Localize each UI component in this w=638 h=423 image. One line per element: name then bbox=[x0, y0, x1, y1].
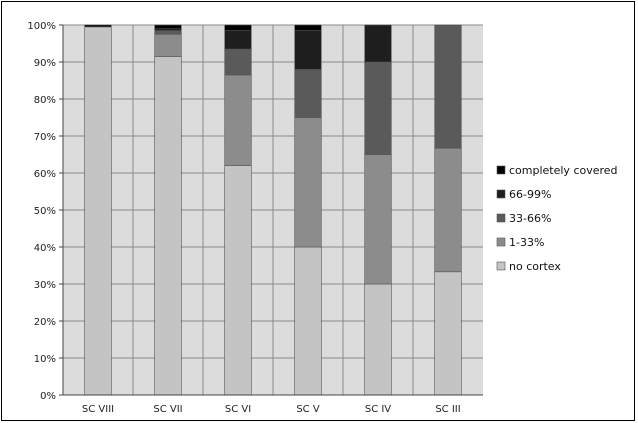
legend-swatch bbox=[496, 237, 506, 247]
bar-segment bbox=[224, 24, 252, 31]
bar-segment bbox=[84, 24, 112, 28]
bar-segment bbox=[434, 147, 462, 273]
bar-segment bbox=[294, 246, 322, 396]
legend-swatch bbox=[496, 261, 506, 271]
legend-swatch bbox=[496, 213, 506, 223]
legend-swatch bbox=[496, 189, 506, 199]
legend-label: 33-66% bbox=[509, 212, 551, 225]
bar-segment bbox=[364, 61, 392, 155]
y-tick-label: 80% bbox=[34, 95, 56, 106]
y-tick-label: 100% bbox=[27, 21, 56, 32]
bar-segment bbox=[364, 24, 392, 63]
bar-segment bbox=[294, 117, 322, 248]
y-tick-label: 30% bbox=[34, 280, 56, 291]
y-tick-label: 0% bbox=[40, 391, 56, 402]
x-tick-label: SC VI bbox=[225, 404, 251, 415]
bar-segment bbox=[224, 48, 252, 76]
legend-label: 1-33% bbox=[509, 236, 544, 249]
y-tick-label: 10% bbox=[34, 354, 56, 365]
bar-segment bbox=[434, 271, 462, 396]
x-tick-label: SC VIII bbox=[82, 404, 114, 415]
x-tick-label: SC V bbox=[296, 404, 320, 415]
y-tick-label: 40% bbox=[34, 243, 56, 254]
legend-label: no cortex bbox=[509, 260, 561, 273]
bar-segment bbox=[294, 24, 322, 31]
bar-segment bbox=[294, 30, 322, 70]
legend-label: completely covered bbox=[509, 164, 618, 177]
bar-segment bbox=[364, 154, 392, 285]
bar-segment bbox=[154, 30, 182, 35]
y-tick-label: 90% bbox=[34, 58, 56, 69]
legend-swatch bbox=[496, 165, 506, 175]
y-tick-label: 70% bbox=[34, 132, 56, 143]
bar-segment bbox=[294, 69, 322, 118]
bar-segment bbox=[224, 165, 252, 396]
bar-segment bbox=[224, 74, 252, 166]
y-tick-label: 50% bbox=[34, 206, 56, 217]
legend-label: 66-99% bbox=[509, 188, 551, 201]
x-tick-label: SC IV bbox=[365, 404, 391, 415]
x-tick-label: SC VII bbox=[153, 404, 182, 415]
bar-segment bbox=[434, 24, 462, 149]
y-tick-label: 60% bbox=[34, 169, 56, 180]
bar-segment bbox=[154, 24, 182, 29]
x-tick-label: SC III bbox=[435, 404, 460, 415]
bar-segment bbox=[154, 33, 182, 57]
bar-segment bbox=[364, 283, 392, 396]
bar-segment bbox=[84, 26, 112, 396]
bar-segment bbox=[154, 56, 182, 396]
y-tick-label: 20% bbox=[34, 317, 56, 328]
bar-segment bbox=[224, 30, 252, 50]
